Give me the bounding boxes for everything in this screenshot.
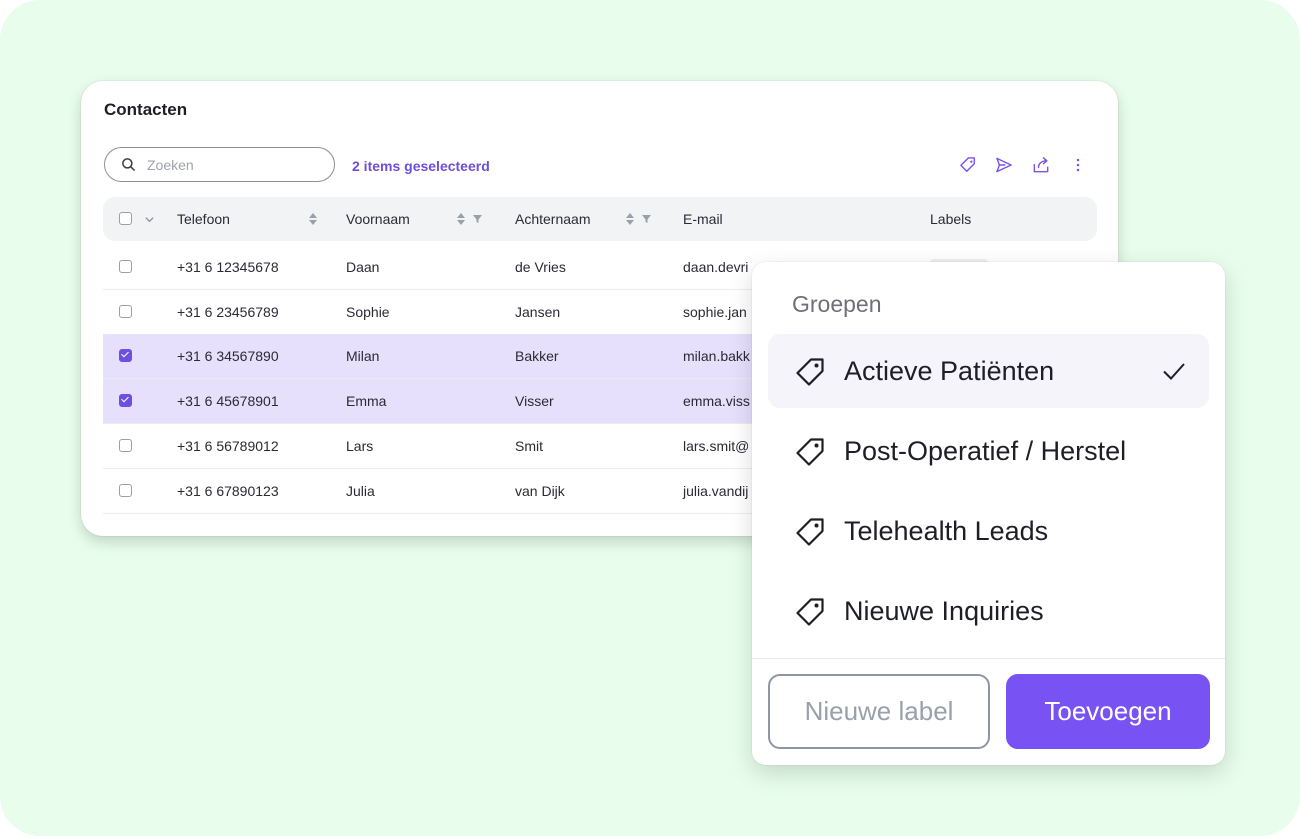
cell-first-name: Lars bbox=[346, 437, 374, 454]
row-checkbox[interactable] bbox=[119, 394, 132, 408]
tag-icon bbox=[796, 518, 824, 546]
column-header-achternaam[interactable]: Achternaam bbox=[515, 211, 591, 227]
group-option[interactable]: Post-Operatief / Herstel bbox=[768, 414, 1209, 488]
group-option-label: Actieve Patiënten bbox=[844, 356, 1055, 386]
cell-email: sophie.jan bbox=[683, 303, 747, 320]
select-all-checkbox[interactable] bbox=[119, 212, 132, 225]
search-box[interactable] bbox=[104, 147, 335, 182]
cell-email: milan.bakk bbox=[683, 348, 750, 365]
row-checkbox[interactable] bbox=[119, 349, 132, 363]
export-icon bbox=[1033, 157, 1049, 173]
column-header-voornaam[interactable]: Voornaam bbox=[346, 211, 410, 227]
send-icon bbox=[996, 157, 1012, 173]
cell-first-name: Daan bbox=[346, 259, 380, 275]
row-checkbox[interactable] bbox=[119, 304, 132, 318]
more-vertical-icon bbox=[1076, 158, 1080, 172]
sort-icon[interactable] bbox=[456, 212, 466, 226]
row-checkbox[interactable] bbox=[119, 483, 132, 497]
tag-icon bbox=[960, 157, 975, 172]
label-groups-popup: Groepen Actieve Patiënten Post-Operatief … bbox=[752, 262, 1225, 765]
cell-first-name: Emma bbox=[346, 393, 387, 410]
more-button[interactable] bbox=[1067, 154, 1089, 176]
row-checkbox[interactable] bbox=[119, 438, 132, 452]
new-label-button[interactable]: Nieuwe label bbox=[768, 674, 990, 749]
cell-phone: +31 6 34567890 bbox=[177, 348, 279, 365]
group-option[interactable]: Actieve Patiënten bbox=[768, 334, 1209, 408]
search-icon bbox=[122, 158, 135, 171]
cell-last-name: Visser bbox=[515, 393, 554, 410]
check-icon bbox=[1163, 363, 1185, 380]
group-option[interactable]: Telehealth Leads bbox=[768, 494, 1209, 568]
chevron-down-icon[interactable] bbox=[144, 214, 155, 225]
column-header-email[interactable]: E-mail bbox=[683, 211, 723, 227]
filter-icon[interactable] bbox=[472, 212, 483, 226]
cell-email: lars.smit@ bbox=[683, 437, 750, 454]
table-row[interactable]: +31 6 56789012 Lars Smit lars.smit@ bbox=[103, 424, 1118, 469]
cell-phone: +31 6 23456789 bbox=[177, 303, 279, 320]
tag-button[interactable] bbox=[957, 154, 979, 176]
sort-icon[interactable] bbox=[308, 212, 318, 226]
sort-icon[interactable] bbox=[625, 212, 635, 226]
cell-phone: +31 6 56789012 bbox=[177, 437, 279, 454]
table-row[interactable]: +31 6 67890123 Julia van Dijk julia.vandij bbox=[103, 469, 1118, 514]
filter-icon[interactable] bbox=[641, 212, 652, 226]
cell-last-name: Jansen bbox=[515, 303, 561, 320]
tag-icon bbox=[796, 598, 824, 626]
search-input[interactable] bbox=[145, 155, 319, 174]
tag-icon bbox=[796, 438, 824, 466]
send-button[interactable] bbox=[993, 154, 1015, 176]
cell-last-name: Smit bbox=[515, 437, 543, 454]
cell-first-name: Sophie bbox=[346, 303, 390, 320]
cell-phone: +31 6 12345678 bbox=[177, 259, 279, 275]
column-header-labels[interactable]: Labels bbox=[930, 211, 972, 227]
table-row[interactable]: +31 6 23456789 Sophie Jansen sophie.jan bbox=[103, 290, 1118, 335]
popup-divider bbox=[752, 658, 1225, 659]
selection-count: 2 items geselecteerd bbox=[352, 158, 490, 174]
popup-heading: Groepen bbox=[792, 291, 882, 317]
cell-email: emma.viss bbox=[683, 393, 750, 410]
cell-last-name: Bakker bbox=[515, 348, 559, 365]
table-header: Telefoon Voornaam Achternaam E-mail Labe… bbox=[103, 197, 1097, 241]
cell-first-name: Milan bbox=[346, 348, 380, 365]
cell-first-name: Julia bbox=[346, 482, 375, 499]
group-option-label: Nieuwe Inquiries bbox=[844, 596, 1044, 626]
cell-last-name: van Dijk bbox=[515, 482, 565, 499]
cell-email: julia.vandij bbox=[683, 482, 749, 499]
page-title: Contacten bbox=[104, 100, 188, 119]
column-header-telefoon[interactable]: Telefoon bbox=[177, 211, 230, 227]
group-option-label: Telehealth Leads bbox=[844, 516, 1049, 546]
group-option-label: Post-Operatief / Herstel bbox=[844, 436, 1127, 466]
export-button[interactable] bbox=[1030, 154, 1052, 176]
group-option[interactable]: Nieuwe Inquiries bbox=[768, 574, 1209, 648]
cell-phone: +31 6 45678901 bbox=[177, 393, 279, 410]
add-button[interactable]: Toevoegen bbox=[1006, 674, 1210, 749]
row-checkbox[interactable] bbox=[119, 260, 132, 273]
cell-last-name: de Vries bbox=[515, 259, 566, 275]
tag-icon bbox=[796, 358, 824, 386]
cell-phone: +31 6 67890123 bbox=[177, 482, 279, 499]
cell-email: daan.devri bbox=[683, 259, 749, 275]
